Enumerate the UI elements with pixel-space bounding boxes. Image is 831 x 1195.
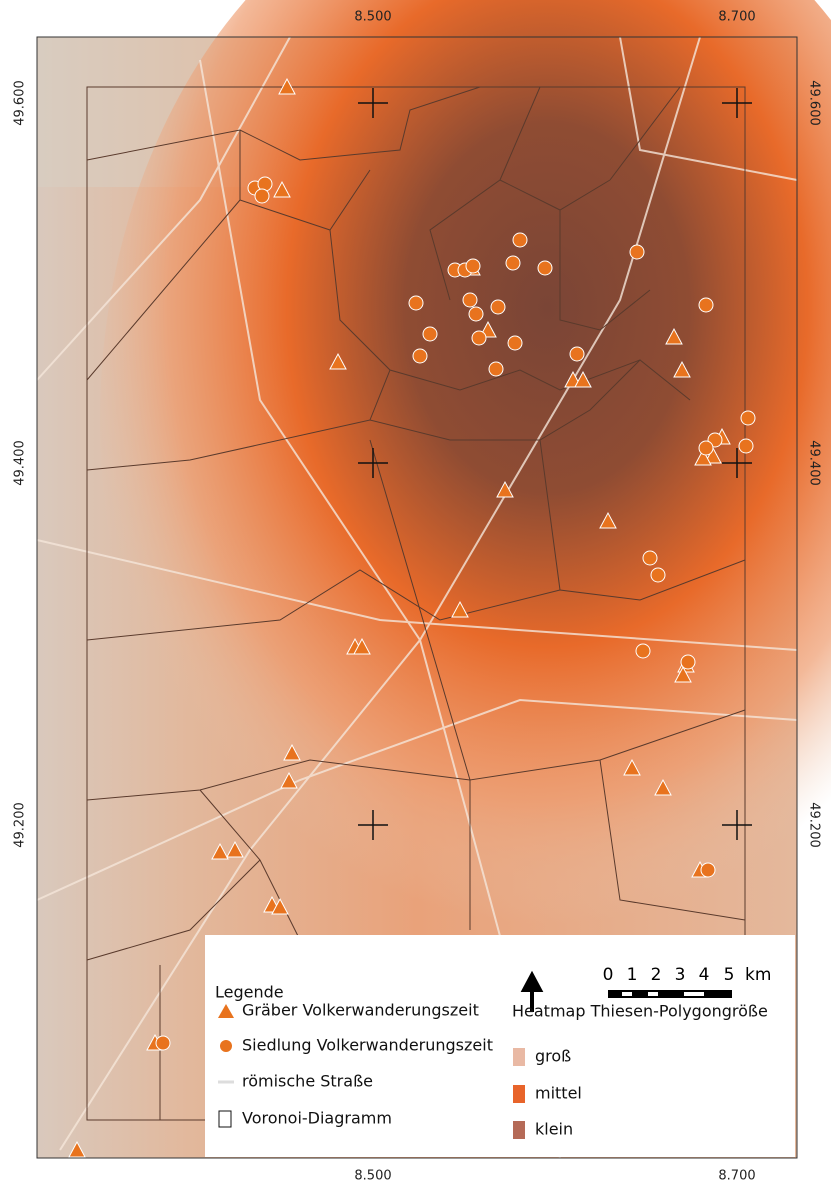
settlement-marker <box>409 296 423 310</box>
map: 8.500 8.700 8.500 8.700 49.600 49.400 49… <box>0 0 831 1191</box>
coord-label: 8.700 <box>718 10 755 25</box>
heatmap-swatch <box>513 1121 525 1139</box>
heatmap-class: klein <box>535 1120 573 1139</box>
legend-icon <box>219 1111 231 1127</box>
heatmap-class: groß <box>535 1047 571 1066</box>
scale-label: 0 <box>603 965 614 985</box>
settlement-marker <box>489 362 503 376</box>
settlement-marker <box>423 327 437 341</box>
legend-icon <box>220 1040 232 1052</box>
settlement-marker <box>643 551 657 565</box>
coord-label: 8.700 <box>718 1169 755 1184</box>
scale-unit: km <box>745 965 771 985</box>
coord-label: 49.400 <box>807 440 822 486</box>
settlement-marker <box>513 233 527 247</box>
heatmap-class: mittel <box>535 1084 582 1103</box>
scale-label: 5 <box>724 965 735 985</box>
coord-label: 8.500 <box>354 10 391 25</box>
legend-item: Siedlung Volkerwanderungszeit <box>242 1036 493 1055</box>
settlement-marker <box>699 298 713 312</box>
legend-title: Legende <box>215 983 284 1002</box>
settlement-marker <box>651 568 665 582</box>
settlement-marker <box>469 307 483 321</box>
settlement-marker <box>699 441 713 455</box>
heatmap-swatch <box>513 1048 525 1066</box>
settlement-marker <box>538 261 552 275</box>
settlement-marker <box>739 439 753 453</box>
settlement-marker <box>413 349 427 363</box>
settlement-marker <box>463 293 477 307</box>
settlement-marker <box>156 1036 170 1050</box>
coord-label: 49.600 <box>13 80 28 126</box>
heatmap-swatch <box>513 1085 525 1103</box>
settlement-marker <box>508 336 522 350</box>
legend-item: Voronoi-Diagramm <box>242 1109 392 1128</box>
settlement-marker <box>255 189 269 203</box>
page: {"axes": {"top": ["8.500", "8.700"], "bo… <box>0 0 831 1191</box>
settlement-marker <box>630 245 644 259</box>
coord-label: 49.600 <box>807 80 822 126</box>
scale-label: 4 <box>699 965 710 985</box>
heatmap-title: Heatmap Thiesen-Polygongröße <box>512 1002 768 1021</box>
legend-item: römische Straße <box>242 1072 373 1091</box>
coord-label: 49.400 <box>13 440 28 486</box>
settlement-marker <box>472 331 486 345</box>
scale-bar <box>608 990 732 998</box>
settlement-marker <box>491 300 505 314</box>
scale-label: 2 <box>651 965 662 985</box>
legend-item: Gräber Volkerwanderungszeit <box>242 1001 479 1020</box>
settlement-marker <box>701 863 715 877</box>
settlement-marker <box>636 644 650 658</box>
coord-label: 8.500 <box>354 1169 391 1184</box>
coord-label: 49.200 <box>13 802 28 848</box>
scale-label: 1 <box>627 965 638 985</box>
settlement-marker <box>681 655 695 669</box>
settlement-marker <box>466 259 480 273</box>
coord-label: 49.200 <box>807 802 822 848</box>
settlement-marker <box>741 411 755 425</box>
scale-label: 3 <box>675 965 686 985</box>
settlement-marker <box>506 256 520 270</box>
settlement-marker <box>570 347 584 361</box>
